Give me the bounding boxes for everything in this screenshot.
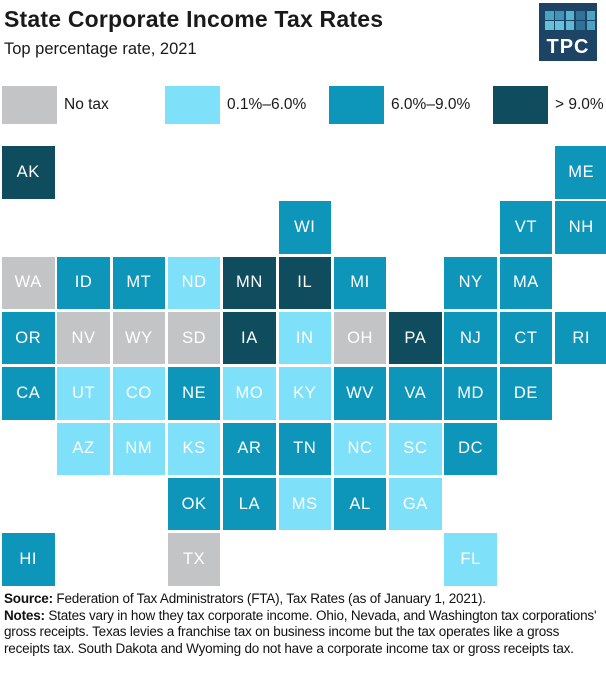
state-tile-ok: OK	[167, 477, 221, 531]
legend: No tax 0.1%–6.0% 6.0%–9.0% > 9.0%	[0, 86, 606, 124]
state-tile-pa: PA	[389, 311, 442, 365]
legend-item-high: > 9.0%	[493, 86, 604, 124]
logo-square-icon	[586, 11, 596, 20]
state-tile-ny: NY	[444, 256, 497, 310]
state-tile-mi: MI	[333, 256, 387, 310]
state-tile-wv: WV	[333, 367, 387, 420]
state-tile-ar: AR	[223, 422, 276, 475]
legend-item-no_tax: No tax	[2, 86, 109, 124]
state-tile-md: MD	[444, 367, 497, 420]
state-tile-az: AZ	[57, 422, 110, 475]
page-subtitle: Top percentage rate, 2021	[4, 40, 197, 58]
state-tile-or: OR	[2, 311, 55, 365]
legend-swatch-low	[165, 86, 220, 124]
legend-label: 0.1%–6.0%	[227, 96, 307, 113]
logo-square-icon	[565, 21, 575, 30]
state-tile-sc: SC	[389, 422, 442, 475]
state-tile-de: DE	[499, 367, 553, 420]
tpc-logo-grid-icon	[545, 11, 596, 30]
state-tile-ne: NE	[167, 367, 221, 420]
state-tile-ms: MS	[278, 477, 331, 531]
state-tile-map: AK ME WI VT NH WA ID MT ND MN IL MI NY MA OR NV WY SD IA IN…	[2, 146, 606, 586]
state-tile-ks: KS	[167, 422, 221, 475]
state-tile-co: CO	[112, 367, 166, 420]
state-tile-il: IL	[278, 256, 331, 310]
state-tile-nh: NH	[555, 201, 606, 254]
logo-square-icon	[576, 11, 585, 20]
logo-square-icon	[545, 11, 554, 20]
state-tile-tn: TN	[278, 422, 331, 475]
legend-label: 6.0%–9.0%	[391, 96, 471, 113]
state-tile-mt: MT	[112, 256, 166, 310]
notes-label: Notes:	[4, 607, 45, 623]
notes-text: States vary in how they tax corporate in…	[4, 607, 597, 656]
notes: Notes: States vary in how they tax corpo…	[4, 608, 604, 658]
state-tile-fl: FL	[444, 533, 497, 586]
state-tile-ca: CA	[2, 367, 55, 420]
legend-label: > 9.0%	[555, 96, 604, 113]
footer-notes: Source: Federation of Tax Administrators…	[4, 591, 604, 657]
state-tile-ct: CT	[499, 311, 553, 365]
state-tile-nm: NM	[112, 422, 166, 475]
state-tile-nd: ND	[167, 256, 221, 310]
legend-item-mid: 6.0%–9.0%	[329, 86, 470, 124]
state-tile-wi: WI	[278, 201, 331, 254]
legend-label: No tax	[64, 96, 109, 113]
state-tile-oh: OH	[333, 311, 387, 365]
source-note: Source: Federation of Tax Administrators…	[4, 591, 604, 608]
state-tile-in: IN	[278, 311, 331, 365]
legend-swatch-no_tax	[2, 86, 57, 124]
state-tile-id: ID	[57, 256, 110, 310]
state-tile-ut: UT	[57, 367, 110, 420]
state-tile-nv: NV	[57, 311, 110, 365]
state-tile-va: VA	[389, 367, 442, 420]
state-tile-la: LA	[223, 477, 276, 531]
state-tile-wa: WA	[2, 256, 55, 310]
legend-swatch-high	[493, 86, 548, 124]
state-tile-ia: IA	[223, 311, 276, 365]
state-tile-al: AL	[333, 477, 387, 531]
state-tile-hi: HI	[2, 533, 55, 586]
state-tile-nj: NJ	[444, 311, 497, 365]
state-tile-ma: MA	[499, 256, 553, 310]
source-label: Source:	[4, 591, 53, 606]
logo-square-icon	[586, 21, 596, 30]
legend-swatch-mid	[329, 86, 384, 124]
state-tile-dc: DC	[444, 422, 497, 475]
state-tile-ky: KY	[278, 367, 331, 420]
logo-square-icon	[565, 11, 575, 20]
state-tile-nc: NC	[333, 422, 387, 475]
state-tile-mo: MO	[223, 367, 276, 420]
state-tile-ga: GA	[389, 477, 442, 531]
state-tile-me: ME	[555, 146, 606, 199]
state-tile-ri: RI	[555, 311, 606, 365]
state-tile-mn: MN	[223, 256, 276, 310]
state-tile-tx: TX	[167, 533, 221, 586]
legend-item-low: 0.1%–6.0%	[165, 86, 306, 124]
page-title: State Corporate Income Tax Rates	[4, 6, 384, 32]
logo-square-icon	[555, 21, 564, 30]
logo-square-icon	[555, 11, 564, 20]
logo-square-icon	[576, 21, 585, 30]
state-tile-ak: AK	[2, 146, 55, 199]
tpc-logo-text: TPC	[546, 36, 590, 58]
logo-square-icon	[545, 21, 554, 30]
tpc-logo: TPC	[539, 3, 597, 61]
state-tile-wy: WY	[112, 311, 166, 365]
state-tile-vt: VT	[499, 201, 553, 254]
source-text: Federation of Tax Administrators (FTA), …	[52, 591, 486, 606]
state-tile-sd: SD	[167, 311, 221, 365]
